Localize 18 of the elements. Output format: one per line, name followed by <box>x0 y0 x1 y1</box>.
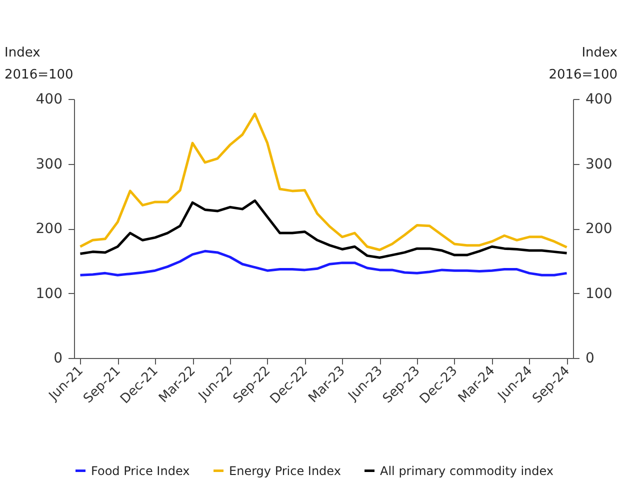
y2-tick-label: 400 <box>586 92 612 108</box>
y2-axis-title: Index 2016=100 <box>548 46 618 82</box>
y-axis-title: Index 2016=100 <box>4 46 74 82</box>
y2-tick-label: 300 <box>586 156 612 172</box>
y2-tick-label: 200 <box>586 221 612 237</box>
y2-tick-label: 0 <box>586 350 594 366</box>
line-series <box>78 250 568 276</box>
y-tick-label: 0 <box>54 350 62 366</box>
legend-label: Food Price Index <box>91 464 190 478</box>
y-tick-label: 100 <box>36 286 62 302</box>
y-tick-label: 400 <box>36 92 62 108</box>
y-tick-label: 300 <box>36 156 62 172</box>
legend-label: Energy Price Index <box>229 464 341 478</box>
y-tick-label: 200 <box>36 221 62 237</box>
y2-tick-label: 100 <box>586 286 612 302</box>
legend-label: All primary commodity index <box>380 464 554 478</box>
line-series <box>78 112 568 252</box>
line-series <box>78 199 568 259</box>
